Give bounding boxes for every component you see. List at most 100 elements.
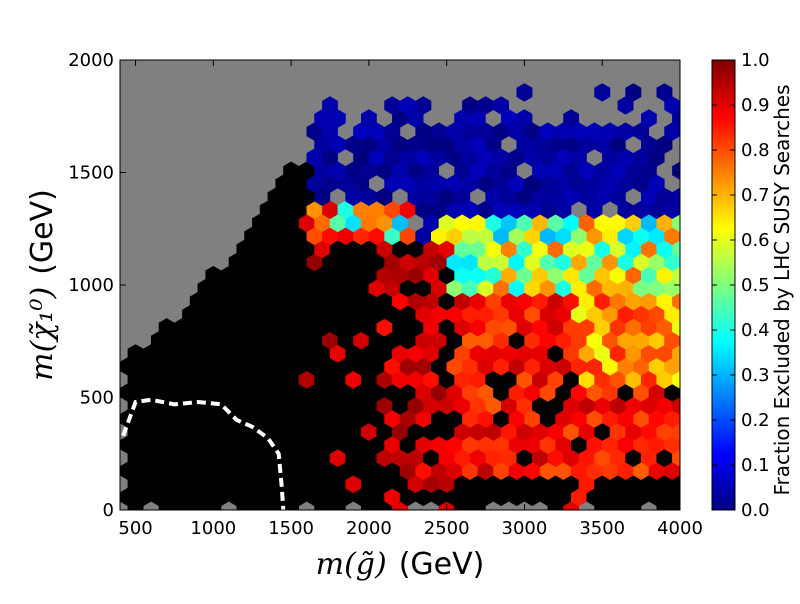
- hex-cell: [158, 474, 175, 494]
- hex-cell: [679, 466, 680, 476]
- hex-cell: [602, 252, 618, 272]
- hex-cell: [493, 174, 509, 193]
- hex-cell: [407, 344, 424, 363]
- hex-cell: [493, 200, 509, 219]
- hex-cell: [314, 396, 331, 415]
- hex-cell: [617, 279, 634, 298]
- hex-cell: [493, 305, 509, 324]
- hex-cell: [151, 487, 167, 507]
- hex-cell: [594, 265, 611, 285]
- hex-cell: [477, 435, 494, 454]
- hex-cell: [361, 292, 377, 311]
- hex-cell: [516, 187, 533, 206]
- hex-cell: [438, 474, 455, 494]
- hex-cell: [524, 435, 541, 454]
- hex-cell: [477, 357, 494, 376]
- hex-cell: [314, 265, 331, 285]
- hex-cell: [454, 396, 471, 415]
- hex-cell: [672, 239, 680, 259]
- hex-cell: [493, 383, 509, 402]
- hex-cell: [508, 461, 525, 480]
- hex-cell: [267, 239, 284, 259]
- hex-cell: [446, 409, 463, 428]
- hex-cell: [679, 387, 680, 398]
- hex-cell: [415, 174, 432, 193]
- hex-cell: [407, 187, 424, 206]
- hex-cell: [508, 122, 525, 141]
- hex-cell: [547, 239, 564, 259]
- hex-cell: [415, 435, 432, 454]
- y-tick-label: 500: [80, 388, 114, 409]
- hex-cell: [252, 318, 268, 337]
- hex-cell: [586, 305, 603, 324]
- hex-cell: [236, 474, 253, 494]
- hex-cell: [143, 344, 159, 363]
- hex-cell: [399, 174, 416, 193]
- hex-cell: [353, 226, 369, 246]
- hex-cell: [314, 109, 331, 128]
- hex-cell: [633, 174, 649, 193]
- hex-cell: [329, 370, 346, 389]
- hex-cell: [516, 135, 533, 154]
- hex-cell: [454, 161, 471, 180]
- hex-cell: [547, 318, 564, 337]
- hex-cell: [345, 422, 362, 441]
- hex-cell: [423, 448, 439, 467]
- hex-cell: [508, 487, 525, 507]
- hex-cell: [571, 305, 587, 324]
- hex-cell: [306, 279, 323, 298]
- hex-cell: [656, 239, 673, 259]
- hex-cell: [415, 200, 432, 219]
- hex-cell: [469, 448, 486, 467]
- hex-cell: [672, 448, 680, 467]
- hex-cell: [213, 331, 229, 350]
- hex-cell: [189, 344, 206, 363]
- hex-cell: [329, 318, 346, 337]
- hex-cell: [539, 252, 556, 272]
- hex-cell: [462, 305, 478, 324]
- colorbar-label: Fraction Excluded by LHC SUSY Searches: [770, 84, 794, 495]
- hex-cell: [306, 487, 323, 507]
- hex-cell: [664, 279, 680, 298]
- hex-cell: [688, 188, 704, 206]
- hex-cell: [602, 461, 618, 480]
- hex-cell: [353, 383, 369, 402]
- hex-cell: [672, 318, 680, 337]
- hex-cell: [594, 239, 611, 259]
- hex-cell: [353, 435, 369, 454]
- hex-cell: [205, 474, 222, 494]
- hex-cell: [555, 252, 572, 272]
- hex-cell: [314, 318, 331, 337]
- hex-cell: [462, 96, 478, 115]
- colorbar-tick-label: 0.7: [741, 185, 770, 206]
- hex-cell: [283, 187, 299, 206]
- hex-cell: [633, 461, 649, 480]
- hex-cell: [656, 448, 673, 467]
- colorbar-tick-label: 0.0: [741, 500, 770, 521]
- hex-cell: [547, 396, 564, 415]
- hex-cell: [368, 148, 385, 167]
- hex-cell: [501, 109, 517, 128]
- hex-cell: [688, 501, 704, 519]
- hex-cell: [532, 135, 548, 154]
- hex-cell: [322, 226, 338, 246]
- hex-cell: [672, 292, 680, 311]
- hex-cell: [205, 318, 222, 337]
- hex-cell: [609, 474, 626, 494]
- hex-cell: [275, 200, 292, 219]
- hex-cell: [578, 292, 595, 311]
- hex-cell: [392, 109, 408, 128]
- hex-cell: [415, 122, 432, 141]
- hex-cell: [469, 109, 486, 128]
- hex-cell: [291, 409, 307, 428]
- hex-cell: [174, 396, 191, 415]
- hex-cell: [563, 344, 579, 363]
- hex-cell: [446, 487, 463, 507]
- hex-cell: [399, 409, 416, 428]
- hex-cell: [384, 148, 401, 167]
- hex-cell: [462, 279, 478, 298]
- hex-cell: [641, 344, 657, 363]
- hex-cell: [485, 135, 502, 154]
- hex-cell: [679, 361, 680, 372]
- hex-cell: [337, 383, 354, 402]
